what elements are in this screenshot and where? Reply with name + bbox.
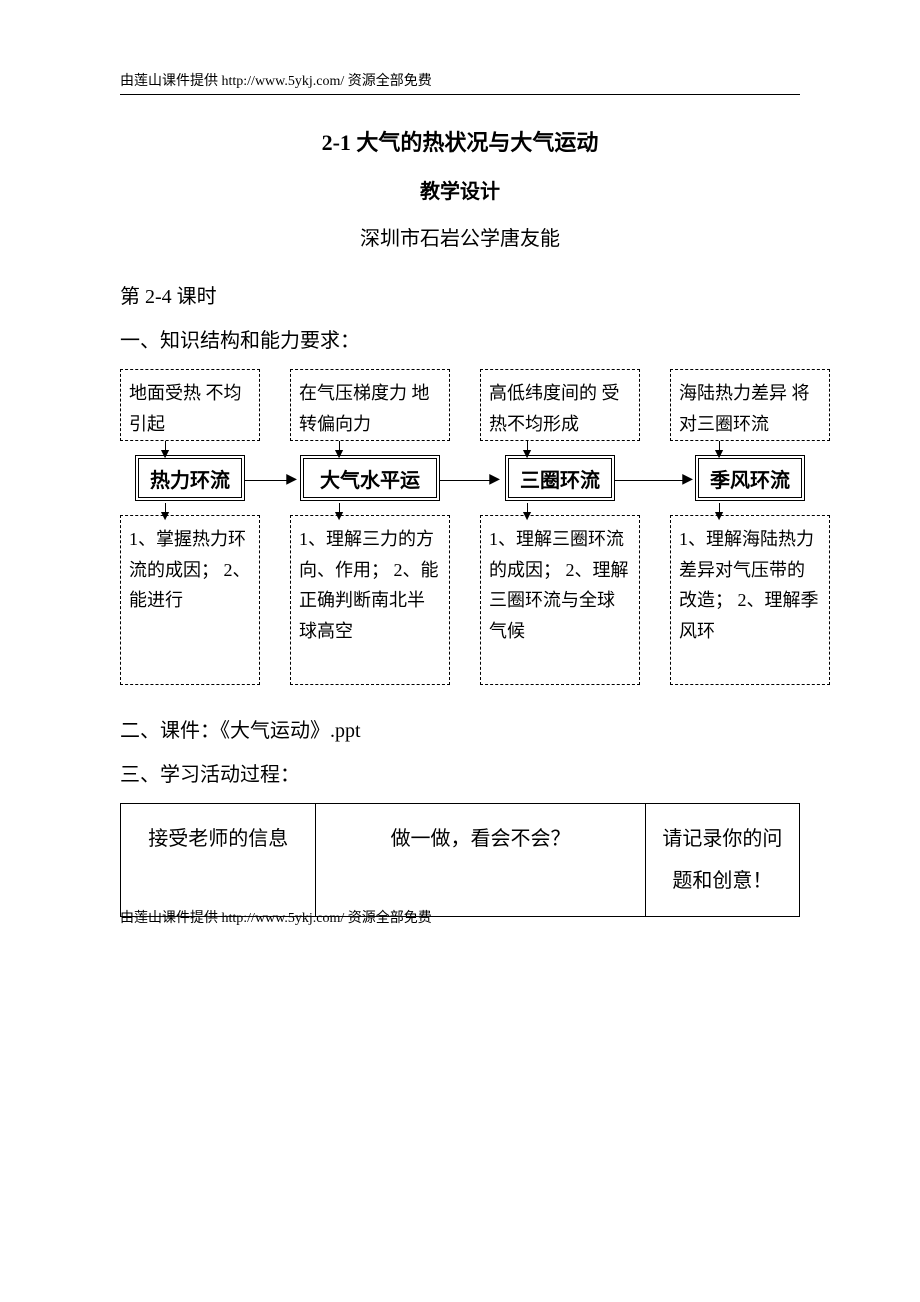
flow-bottom-1: 1、掌握热力环流的成因； 2、能进行	[120, 515, 260, 685]
section-3-heading: 三、学习活动过程：	[120, 753, 800, 797]
table-cell-1: 接受老师的信息	[121, 804, 316, 917]
page-header: 由莲山课件提供 http://www.5ykj.com/ 资源全部免费	[120, 70, 800, 95]
document-page: 由莲山课件提供 http://www.5ykj.com/ 资源全部免费 2-1 …	[0, 0, 920, 987]
flow-bottom-2: 1、理解三力的方向、作用； 2、能正确判断南北半球高空	[290, 515, 450, 685]
arrow-right-icon: ▶	[440, 473, 500, 487]
flow-col-3: 高低纬度间的 受热不均形成 三圈环流 1、理解三圈环流的成因； 2、理解三圈环流…	[480, 369, 640, 685]
table-cell-3: 请记录你的问题和创意！	[645, 804, 799, 917]
lesson-range: 第 2-4 课时	[120, 275, 800, 319]
flow-top-3: 高低纬度间的 受热不均形成	[480, 369, 640, 441]
table-cell-2: 做一做，看会不会？	[316, 804, 645, 917]
flow-top-1: 地面受热 不均引起	[120, 369, 260, 441]
flow-top-4: 海陆热力差异 将对三圈环流	[670, 369, 830, 441]
flow-col-1: 地面受热 不均引起 热力环流 1、掌握热力环流的成因； 2、能进行	[120, 369, 260, 685]
arrow-right-icon: ▶	[245, 473, 297, 487]
arrow-down-icon: ▼	[332, 441, 346, 459]
table-row: 接受老师的信息 做一做，看会不会？ 请记录你的问题和创意！	[121, 804, 800, 917]
flow-node-2: 大气水平运	[300, 455, 440, 501]
section-1-heading: 一、知识结构和能力要求：	[120, 319, 800, 363]
flow-col-2: 在气压梯度力 地转偏向力 大气水平运 1、理解三力的方向、作用； 2、能正确判断…	[290, 369, 450, 685]
section-2-heading: 二、课件：《大气运动》.ppt	[120, 709, 800, 753]
arrow-down-icon: ▼	[712, 441, 726, 459]
arrow-down-icon: ▼	[158, 441, 172, 459]
flow-top-2: 在气压梯度力 地转偏向力	[290, 369, 450, 441]
arrow-down-icon: ▼	[712, 503, 726, 521]
title-main: 2-1 大气的热状况与大气运动	[120, 125, 800, 157]
arrow-down-icon: ▼	[158, 503, 172, 521]
flow-col-4: 海陆热力差异 将对三圈环流 季风环流 1、理解海陆热力差异对气压带的改造； 2、…	[670, 369, 830, 685]
flow-bottom-3: 1、理解三圈环流的成因； 2、理解三圈环流与全球气候	[480, 515, 640, 685]
arrow-down-icon: ▼	[520, 441, 534, 459]
flow-bottom-4: 1、理解海陆热力差异对气压带的改造； 2、理解季风环	[670, 515, 830, 685]
arrow-right-icon: ▶	[615, 473, 693, 487]
arrow-down-icon: ▼	[520, 503, 534, 521]
activity-table: 接受老师的信息 做一做，看会不会？ 请记录你的问题和创意！	[120, 803, 800, 917]
page-footer: 由莲山课件提供 http://www.5ykj.com/ 资源全部免费	[120, 907, 432, 927]
author-line: 深圳市石岩公学唐友能	[120, 222, 800, 251]
knowledge-flowchart: 地面受热 不均引起 热力环流 1、掌握热力环流的成因； 2、能进行 在气压梯度力…	[120, 369, 800, 699]
flow-node-1: 热力环流	[135, 455, 245, 501]
title-sub: 教学设计	[120, 175, 800, 204]
arrow-down-icon: ▼	[332, 503, 346, 521]
